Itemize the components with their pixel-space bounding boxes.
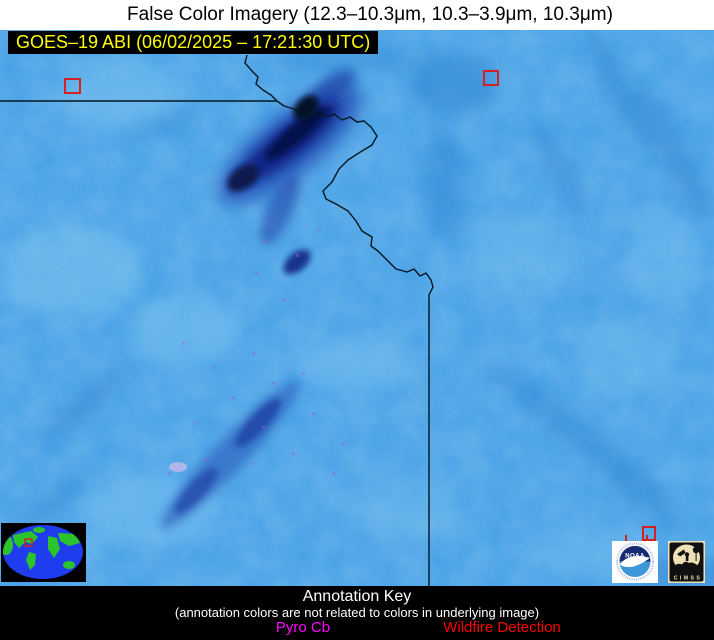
- cimss-logo: CIMSS: [668, 541, 705, 583]
- annotation-key-bar: Annotation Key (annotation colors are no…: [0, 586, 714, 640]
- annotation-key-note: (annotation colors are not related to co…: [174, 605, 540, 620]
- map-border-lines: [0, 54, 434, 586]
- wildfire-marker: [64, 78, 81, 94]
- wildfire-marker: [483, 70, 499, 86]
- noaa-seagull-icon: [620, 556, 650, 568]
- wildfire-marker-tick: [646, 535, 648, 541]
- wildfire-marker-tick: [625, 535, 627, 541]
- noaa-logo-text: NOAA: [625, 553, 645, 560]
- title-bar: False Color Imagery (12.3–10.3μm, 10.3–3…: [0, 0, 714, 30]
- page-title: False Color Imagery (12.3–10.3μm, 10.3–3…: [127, 4, 613, 25]
- false-color-image: [0, 30, 714, 586]
- cimss-silhouette-icon: [673, 546, 700, 571]
- annotation-key-legend: Pyro Cb Wildfire Detection: [0, 620, 714, 638]
- wildfire-markers: [64, 70, 656, 541]
- timestamp-label: GOES–19 ABI (06/02/2025 – 17:21:30 UTC): [8, 31, 379, 54]
- satellite-imagery: GOES–19 ABI (06/02/2025 – 17:21:30 UTC): [0, 30, 714, 586]
- annotation-key-heading: Annotation Key: [302, 588, 412, 605]
- grain-texture: [0, 30, 714, 586]
- legend-wildfire-detection: Wildfire Detection: [443, 619, 561, 636]
- wildfire-marker: [642, 526, 656, 541]
- noaa-logo: NOAA: [612, 541, 658, 583]
- globe-target-square: [24, 538, 33, 547]
- cimss-logo-text: CIMSS: [674, 576, 702, 582]
- globe-locator-logo: [1, 523, 86, 582]
- legend-pyro-cb: Pyro Cb: [275, 619, 331, 636]
- river-border: [244, 54, 434, 586]
